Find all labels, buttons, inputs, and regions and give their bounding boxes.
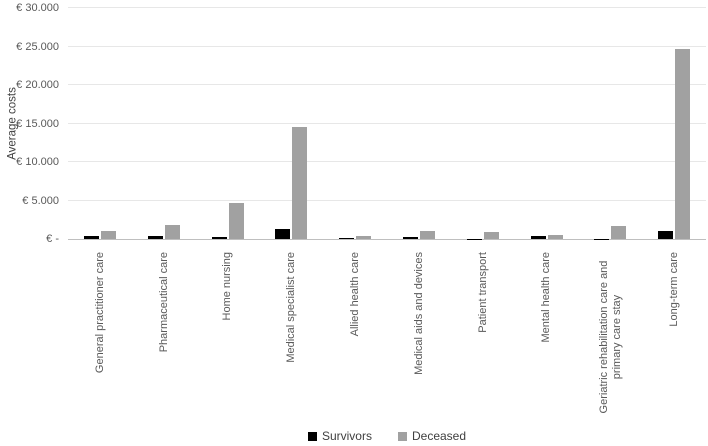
gridline — [68, 122, 706, 124]
x-category-cell: Mental health care — [515, 252, 579, 425]
bar-deceased — [164, 224, 180, 239]
bar-survivors — [530, 236, 546, 239]
bar-survivors — [339, 237, 355, 239]
bar-survivors — [147, 235, 163, 239]
y-tick-label: € 5.000 — [22, 194, 59, 207]
gridline — [68, 161, 706, 162]
bar-deceased — [292, 127, 308, 239]
gridline — [68, 84, 706, 85]
bar-survivors — [402, 237, 418, 239]
bar-survivors — [658, 230, 674, 239]
y-tick-label: € 10.000 — [16, 156, 59, 168]
legend-label-deceased: Deceased — [411, 429, 467, 443]
x-category-cell: Allied health care — [323, 252, 387, 425]
x-axis-line — [68, 239, 706, 240]
gridline — [68, 199, 706, 201]
bar-deceased — [419, 231, 435, 239]
x-category-label: Pharmaceutical care — [157, 252, 170, 353]
x-category-label: Medical specialist care — [285, 252, 298, 363]
y-tick-label: € 25.000 — [16, 40, 59, 53]
bar-deceased — [356, 236, 372, 239]
bar-survivors — [211, 237, 227, 239]
legend-label-survivors: Survivors — [321, 429, 372, 443]
legend-swatch-deceased-icon — [397, 431, 407, 441]
x-category-label: Home nursing — [221, 252, 234, 321]
bar-deceased — [675, 48, 691, 239]
bar-deceased — [228, 203, 244, 239]
x-category-cell: Long-term care — [642, 252, 706, 425]
legend-swatch-survivors-icon — [307, 431, 317, 441]
y-tick-label: € - — [46, 233, 59, 245]
legend-item-deceased: Deceased — [397, 429, 467, 443]
x-category-label: Patient transport — [476, 252, 489, 333]
x-category-label: Geriatric rehabilitation care and primar… — [598, 260, 624, 414]
x-category-cell: Patient transport — [451, 252, 515, 425]
x-category-label: Allied health care — [349, 252, 362, 337]
x-category-cell: General practitioner care — [68, 252, 132, 425]
x-category-cell: Pharmaceutical care — [132, 252, 196, 425]
x-category-cell: Geriatric rehabilitation care and primar… — [578, 252, 642, 425]
bar-deceased — [100, 231, 116, 239]
gridline — [68, 45, 706, 47]
gridline — [68, 7, 706, 8]
x-category-cell: Home nursing — [196, 252, 260, 425]
x-category-labels: General practitioner care Pharmaceutical … — [68, 252, 706, 425]
legend-item-survivors: Survivors — [307, 429, 372, 443]
bar-survivors — [275, 229, 291, 239]
x-category-label: Medical aids and devices — [412, 252, 425, 375]
x-category-label: General practitioner care — [93, 252, 106, 374]
plot-area — [68, 7, 706, 240]
y-tick-label: € 20.000 — [16, 79, 59, 91]
legend: Survivors Deceased — [68, 429, 706, 443]
bar-deceased — [547, 235, 563, 239]
y-tick-label: € 15.000 — [16, 117, 59, 130]
bar-deceased — [483, 232, 499, 239]
x-category-cell: Medical aids and devices — [387, 252, 451, 425]
y-axis-tick-labels: € - € 5.000 € 10.000 € 15.000 € 20.000 € 25.0… — [0, 2, 59, 245]
x-category-cell: Medical specialist care — [259, 252, 323, 425]
x-category-label: Long-term care — [668, 252, 681, 327]
bar-deceased — [611, 225, 627, 239]
y-tick-label: € 30.000 — [16, 2, 59, 14]
bar-survivors — [83, 236, 99, 239]
x-category-label: Mental health care — [540, 252, 553, 343]
